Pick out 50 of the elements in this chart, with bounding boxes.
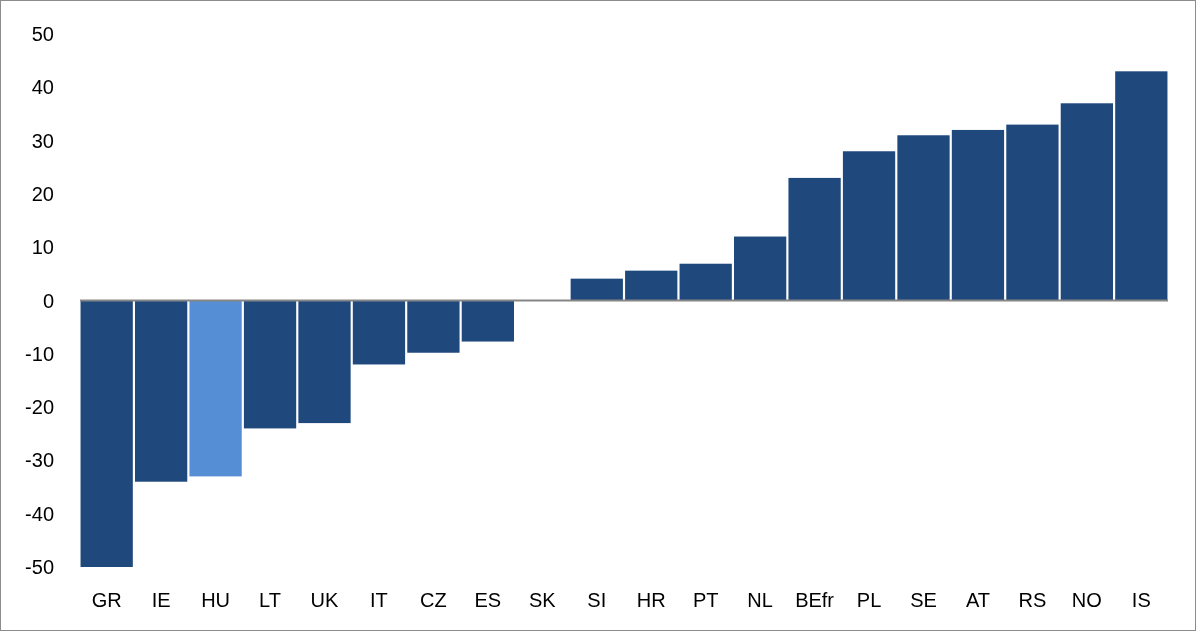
x-tick-label: SI <box>587 589 607 611</box>
y-tick-label: 50 <box>31 23 54 45</box>
y-tick-label: -10 <box>25 342 54 365</box>
x-tick-label: CZ <box>420 589 447 611</box>
y-tick-label: -20 <box>25 396 54 419</box>
bar <box>842 151 896 301</box>
bar <box>625 270 678 301</box>
x-tick-label: IE <box>151 589 171 611</box>
x-tick-label: UK <box>310 589 340 611</box>
bar <box>897 135 950 301</box>
bar <box>1060 103 1113 301</box>
y-tick-label: 30 <box>31 129 54 152</box>
bar <box>570 278 623 301</box>
bar <box>788 177 841 301</box>
bar <box>734 236 787 301</box>
x-tick-label: LT <box>259 589 281 611</box>
bar <box>951 129 1005 301</box>
x-tick-label: RS <box>1018 589 1047 611</box>
x-tick-label: NL <box>747 589 773 611</box>
y-tick-label: -50 <box>25 556 54 578</box>
x-tick-label: IS <box>1131 589 1151 611</box>
x-tick-label: SE <box>910 589 937 611</box>
bar <box>80 300 133 567</box>
bar <box>461 300 514 342</box>
bar <box>135 300 188 482</box>
x-tick-label: PL <box>856 589 882 611</box>
y-tick-label: 0 <box>42 289 54 312</box>
bar <box>679 263 732 301</box>
x-tick-label: ES <box>474 589 502 611</box>
x-tick-label: HR <box>636 589 666 611</box>
y-tick-label: 20 <box>31 182 54 205</box>
x-tick-label: BEfr <box>795 589 835 611</box>
x-tick-label: GR <box>91 589 122 611</box>
bar <box>1006 124 1059 301</box>
x-tick-label: IT <box>370 589 388 611</box>
bar <box>1115 71 1168 301</box>
bar <box>352 300 406 365</box>
y-tick-label: -40 <box>25 502 54 525</box>
y-tick-label: 40 <box>31 76 54 99</box>
y-tick-label: -30 <box>25 449 54 472</box>
bar <box>243 300 297 429</box>
x-tick-label: PT <box>692 589 719 611</box>
x-tick-label: SK <box>528 589 557 611</box>
bar <box>189 300 242 477</box>
bar <box>298 300 351 424</box>
y-tick-label: 10 <box>31 236 54 259</box>
x-tick-label: NO <box>1071 589 1102 611</box>
x-tick-label: AT <box>965 589 990 611</box>
bar <box>407 300 460 353</box>
x-tick-label: HU <box>201 589 231 611</box>
